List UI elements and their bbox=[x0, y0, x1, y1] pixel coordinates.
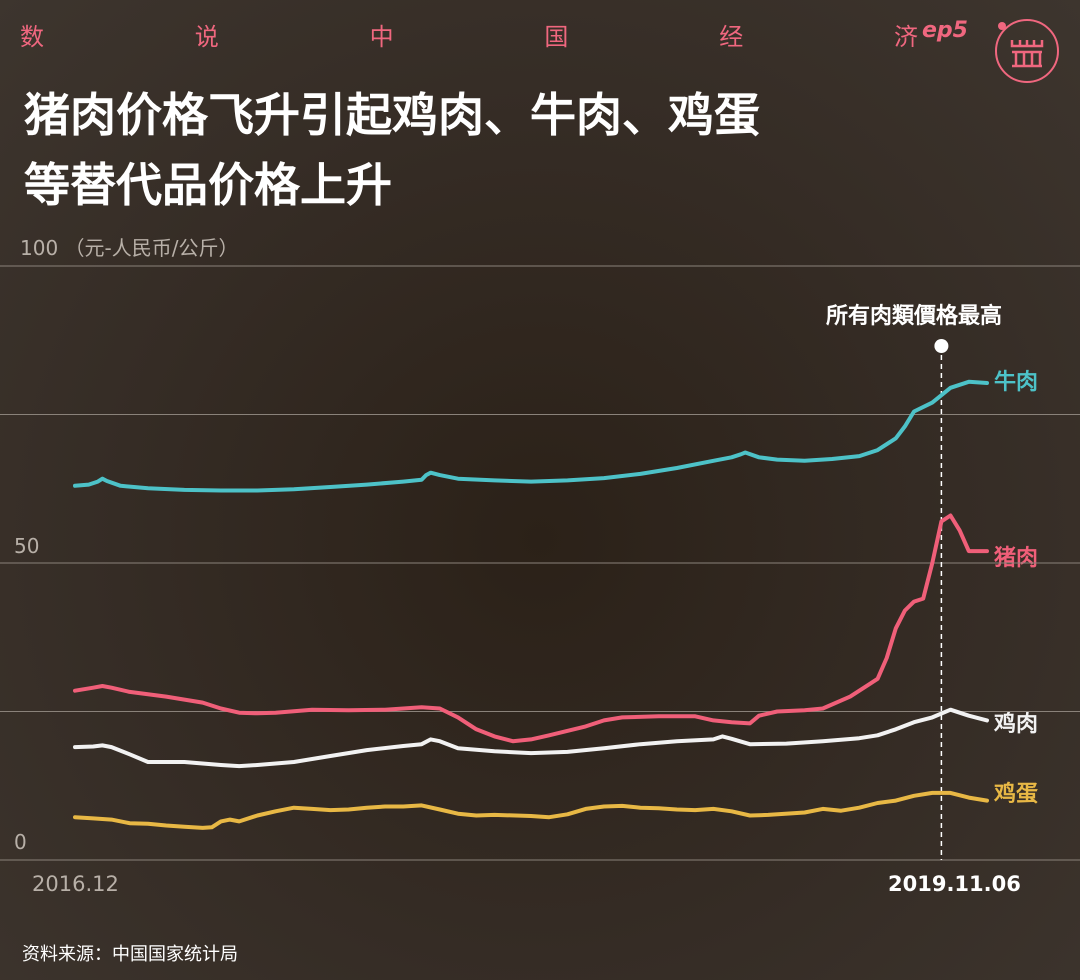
series-char: 数 bbox=[20, 22, 46, 51]
series-line bbox=[73, 707, 989, 769]
series-line bbox=[73, 379, 989, 493]
episode-label: ep5 bbox=[922, 18, 968, 43]
series-label-chicken: 鸡肉 bbox=[994, 712, 1039, 737]
series-label-beef: 牛肉 bbox=[994, 370, 1039, 395]
series-char: 国 bbox=[544, 22, 571, 51]
series-char: 济 bbox=[893, 22, 920, 51]
peak-marker-dot bbox=[934, 339, 949, 353]
series-char: 中 bbox=[369, 22, 396, 51]
series-line bbox=[73, 790, 989, 830]
x-end-label: 2019.11.06 bbox=[888, 872, 1021, 896]
y-tick-label: 0 bbox=[14, 830, 27, 854]
y-unit-label: 100 （元-人民币/公斤） bbox=[20, 236, 239, 260]
y-tick-label: 50 bbox=[14, 534, 40, 558]
series-label-eggs: 鸡蛋 bbox=[994, 782, 1039, 807]
series-label-pork: 猪肉 bbox=[994, 546, 1039, 571]
chart-title: 猪肉价格飞升引起鸡肉、牛肉、鸡蛋 等替代品价格上升 bbox=[24, 80, 924, 220]
x-start-label: 2016.12 bbox=[32, 872, 119, 896]
peak-annotation: 所有肉類價格最高 bbox=[826, 304, 1003, 329]
title-line: 等替代品价格上升 bbox=[24, 158, 392, 212]
title-line: 猪肉价格飞升引起鸡肉、牛肉、鸡蛋 bbox=[24, 88, 760, 142]
publisher-logo bbox=[995, 19, 1059, 83]
series-char: 经 bbox=[719, 22, 746, 51]
source-note: 资料来源：中国国家统计局 bbox=[22, 944, 238, 965]
series-line bbox=[73, 513, 989, 744]
series-char: 说 bbox=[194, 22, 221, 51]
series-header: 数 说 中 国 经 济 bbox=[20, 14, 920, 54]
